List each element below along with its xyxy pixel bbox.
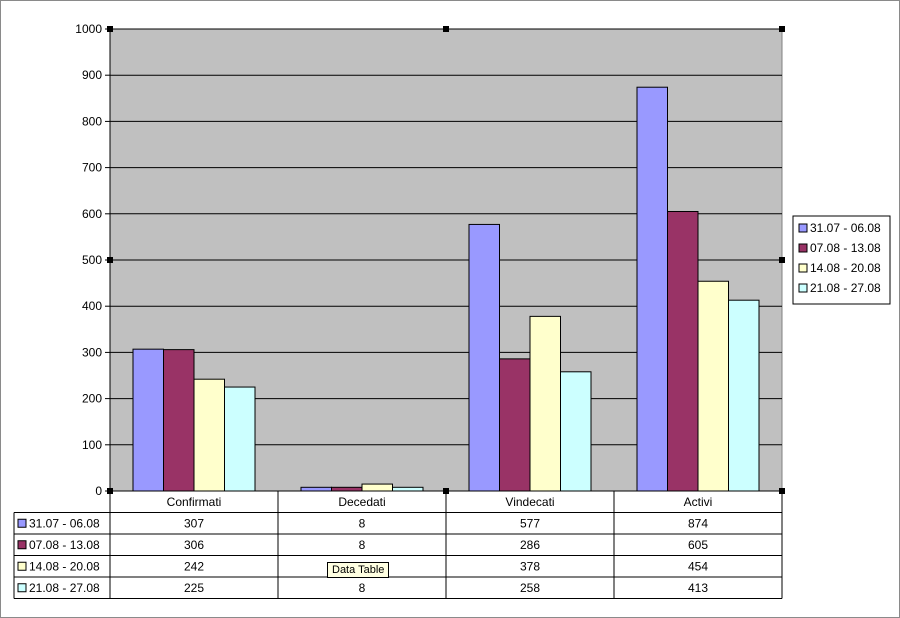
y-tick-label: 100: [82, 438, 102, 452]
bar[interactable]: [667, 210, 699, 492]
y-tick-label: 0: [95, 484, 102, 498]
y-tick-label: 300: [82, 345, 102, 359]
selection-handle[interactable]: [443, 26, 449, 32]
y-tick-label: 800: [82, 114, 102, 128]
table-value: 286: [520, 538, 540, 552]
bar[interactable]: [697, 280, 729, 492]
y-tick-label: 1000: [75, 22, 102, 36]
table-value: 874: [688, 516, 708, 530]
legend-entry: 14.08 - 20.08: [810, 261, 881, 275]
table-value: 605: [688, 538, 708, 552]
bar[interactable]: [331, 486, 363, 492]
table-value: 258: [520, 581, 540, 595]
table-value: 306: [184, 538, 204, 552]
category-label: Decedati: [338, 495, 385, 509]
table-value: 413: [688, 581, 708, 595]
legend-key: [798, 283, 808, 293]
table-value: 8: [359, 516, 366, 530]
selection-handle[interactable]: [779, 257, 785, 263]
category-label: Vindecati: [505, 495, 554, 509]
y-tick-label: 900: [82, 68, 102, 82]
legend-entry: 21.08 - 27.08: [810, 281, 881, 295]
series-label: 21.08 - 27.08: [29, 581, 100, 595]
table-value: 454: [688, 559, 708, 573]
table-value: 225: [184, 581, 204, 595]
bar[interactable]: [300, 486, 332, 492]
series-label: 07.08 - 13.08: [29, 538, 100, 552]
bar[interactable]: [499, 358, 531, 492]
legend-key: [798, 223, 808, 233]
y-tick-label: 200: [82, 392, 102, 406]
y-tick-label: 500: [82, 253, 102, 267]
data-table-tooltip: Data Table: [327, 562, 390, 578]
table-value: 242: [184, 559, 204, 573]
legend-entry: 31.07 - 06.08: [810, 221, 881, 235]
legend[interactable]: [792, 215, 891, 305]
legend-key: [17, 518, 27, 528]
selection-handle[interactable]: [779, 26, 785, 32]
bar[interactable]: [132, 348, 164, 492]
bar[interactable]: [392, 486, 424, 492]
bar[interactable]: [468, 223, 500, 492]
bar[interactable]: [560, 371, 592, 492]
bar[interactable]: [636, 86, 668, 492]
category-label: Activi: [684, 495, 713, 509]
bar[interactable]: [163, 349, 195, 492]
series-label: 14.08 - 20.08: [29, 559, 100, 573]
bar[interactable]: [529, 315, 561, 492]
bar[interactable]: [224, 386, 256, 492]
y-tick-label: 400: [82, 299, 102, 313]
table-value: 8: [359, 538, 366, 552]
legend-key: [17, 583, 27, 593]
table-value: 8: [359, 581, 366, 595]
category-label: Confirmati: [167, 495, 222, 509]
bar[interactable]: [193, 378, 225, 492]
selection-handle[interactable]: [107, 257, 113, 263]
selection-handle[interactable]: [107, 26, 113, 32]
bar[interactable]: [361, 483, 393, 492]
legend-key: [798, 243, 808, 253]
legend-key: [17, 561, 27, 571]
series-label: 31.07 - 06.08: [29, 516, 100, 530]
y-tick-label: 600: [82, 207, 102, 221]
legend-key: [798, 263, 808, 273]
table-value: 307: [184, 516, 204, 530]
legend-key: [17, 540, 27, 550]
legend-entry: 07.08 - 13.08: [810, 241, 881, 255]
table-value: 577: [520, 516, 540, 530]
table-value: 378: [520, 559, 540, 573]
y-tick-label: 700: [82, 161, 102, 175]
bar[interactable]: [728, 299, 760, 492]
